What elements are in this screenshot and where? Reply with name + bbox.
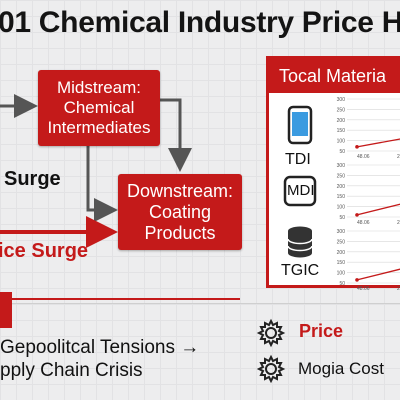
geopolitical-tensions-text: Gepoolitcal Tensions → <box>0 337 200 358</box>
mini-tick-label: 300 <box>337 97 346 103</box>
mini-tick-label: 100 <box>337 139 346 145</box>
database-icon <box>287 226 313 258</box>
mini-charts: 300 250 200 150 100 50 48.06 250 300 250 200 150 100… <box>337 97 400 291</box>
mini-chart-1: 300 250 200 150 100 50 48.06 250 <box>337 97 400 160</box>
mini-tick-label: 200 <box>337 118 346 124</box>
supply-chain-crisis-text: pply Chain Crisis <box>0 360 143 381</box>
mini-series-line <box>356 203 400 216</box>
material-panel: Tocal Materia TDI MDI TGIC 300 250 200 150 1… <box>266 56 400 291</box>
downstream-line-2: Coating <box>148 201 212 222</box>
mini-tick-label: 200 <box>337 184 346 190</box>
mini-x-label: 250 <box>397 220 400 226</box>
mini-tick-label: 50 <box>339 215 345 221</box>
mini-tick-label: 50 <box>339 149 345 155</box>
midstream-line-2: Chemical <box>63 98 135 117</box>
mini-tick-label: 250 <box>337 239 346 245</box>
midstream-box: Midstream: Chemical Intermediates <box>38 70 160 146</box>
mini-tick-label: 100 <box>337 205 346 211</box>
mini-tick-label: 200 <box>337 250 346 256</box>
downstream-line-3: Products <box>144 222 216 243</box>
mini-x-label: 48.06 <box>357 154 370 160</box>
mini-tick-label: 100 <box>337 271 346 277</box>
mini-tick-label: 250 <box>337 107 346 113</box>
mini-tick-label: 150 <box>337 194 346 200</box>
accent-bar <box>0 292 12 328</box>
mini-chart-3: 300 250 200 150 100 50 48.06 250 <box>337 229 400 291</box>
price-surge-label: ice Surge <box>0 240 89 262</box>
gear-icon <box>256 354 286 384</box>
mini-tick-label: 50 <box>339 281 345 287</box>
material-mdi-label: MDI <box>287 182 315 199</box>
mini-tick-label: 150 <box>337 128 346 134</box>
arrow-midstream-to-downstream-right <box>160 98 192 172</box>
mini-x-label: 250 <box>397 286 400 291</box>
mini-x-label: 250 <box>397 154 400 160</box>
mdi-box-icon <box>283 175 317 207</box>
mini-chart-2: 300 250 200 150 100 50 48.06 250 <box>337 163 400 226</box>
downstream-box: Downstream: Coating Products <box>118 174 242 250</box>
gear-icon <box>256 318 286 348</box>
downstream-line-1: Downstream: <box>126 180 234 201</box>
midstream-line-1: Midstream: <box>56 78 142 97</box>
arrow-midstream-to-downstream-down <box>86 146 118 222</box>
mini-data-point <box>355 278 359 282</box>
surge-label: Surge <box>4 168 61 190</box>
legend-price: Price <box>299 321 344 341</box>
accent-line <box>0 298 240 300</box>
page-title: 01 Chemical Industry Price Hi <box>0 6 400 39</box>
mini-tick-label: 300 <box>337 229 346 235</box>
phone-icon <box>287 105 313 145</box>
midstream-line-3: Intermediates <box>47 118 151 137</box>
mini-series-line <box>356 138 400 148</box>
mini-data-point <box>355 213 359 217</box>
mini-series-line <box>356 268 400 281</box>
mini-x-label: 48.06 <box>357 220 370 226</box>
material-tdi-label: TDI <box>285 151 311 168</box>
mini-tick-label: 250 <box>337 173 346 179</box>
bottom-separator <box>0 303 400 304</box>
mini-tick-label: 300 <box>337 163 346 169</box>
mini-tick-label: 150 <box>337 260 346 266</box>
legend-cost: Mogia Cost <box>298 359 384 378</box>
mini-x-label: 48.06 <box>357 286 370 291</box>
material-tgic-label: TGIC <box>281 262 320 279</box>
panel-title: Tocal Materia <box>269 59 400 93</box>
mini-data-point <box>355 145 359 149</box>
